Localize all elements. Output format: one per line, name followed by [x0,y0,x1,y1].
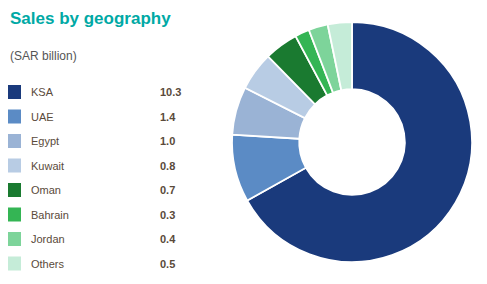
donut-slice [232,135,306,201]
legend-swatch [8,232,21,246]
legend-label: Oman [31,184,61,196]
legend-value: 0.7 [160,184,175,196]
legend-value: 0.4 [160,233,176,245]
legend-value: 0.5 [160,258,175,270]
title: Sales by geography [10,9,171,28]
legend-label: UAE [31,111,54,123]
legend-value: 1.4 [160,111,176,123]
legend-label: Jordan [31,233,65,245]
legend-swatch [8,134,21,148]
legend-value: 0.3 [160,209,175,221]
legend-swatch [8,85,21,99]
legend-swatch [8,110,21,124]
legend: KSA 10.3 UAE 1.4 Egypt 1.0 Kuwait 0.8 Oman 0.7 Bah… [8,85,181,271]
legend-value: 1.0 [160,135,175,147]
donut-slice [328,22,352,90]
legend-value: 10.3 [160,86,181,98]
legend-swatch [8,257,21,271]
donut [232,22,472,262]
legend-swatch [8,159,21,173]
legend-swatch [8,183,21,197]
legend-swatch [8,208,21,222]
subtitle: (SAR billion) [10,49,77,63]
legend-label: Kuwait [31,160,64,172]
legend-value: 0.8 [160,160,175,172]
background [0,0,487,284]
legend-label: Egypt [31,135,59,147]
chart: Sales by geography (SAR billion) KSA 10.3 UA… [0,0,487,284]
chart-container: Sales by geography (SAR billion) KSA 10.3 UA… [0,0,487,284]
legend-label: Others [31,258,65,270]
legend-label: Bahrain [31,209,69,221]
legend-label: KSA [31,86,54,98]
